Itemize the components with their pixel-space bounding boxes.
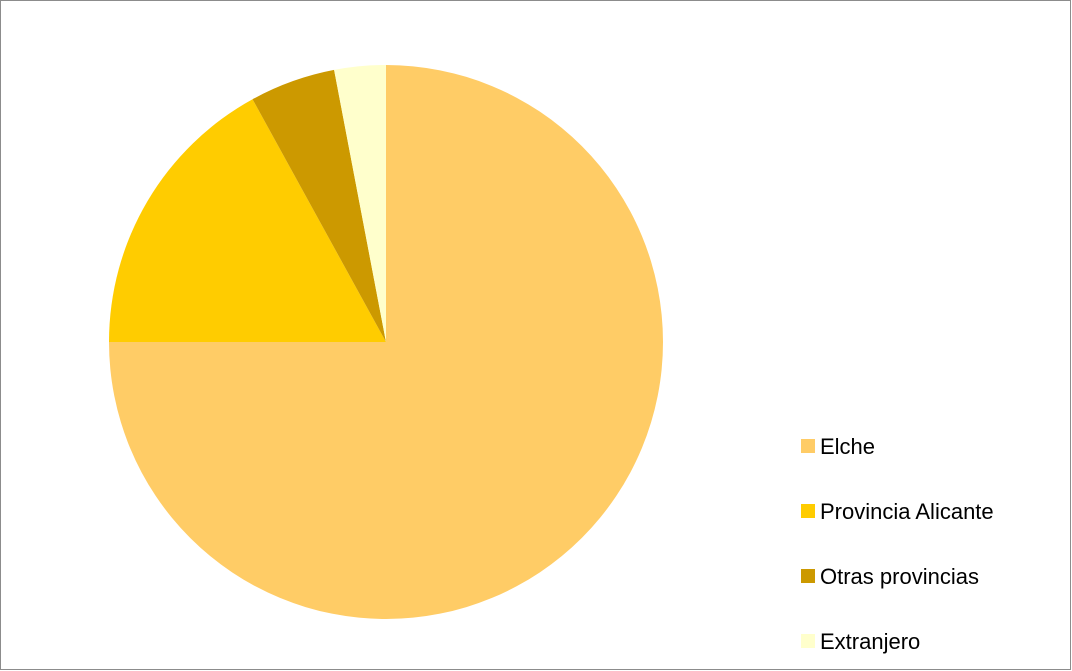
legend: Elche Provincia Alicante Otras provincias E… xyxy=(801,434,994,654)
legend-label: Otras provincias xyxy=(820,564,979,589)
legend-label: Extranjero xyxy=(820,629,920,654)
legend-swatch xyxy=(801,569,815,583)
legend-swatch xyxy=(801,439,815,453)
pie-slice-provincia-alicante xyxy=(109,99,386,342)
pie-slices xyxy=(109,65,663,619)
legend-label: Elche xyxy=(820,434,875,459)
legend-swatch xyxy=(801,504,815,518)
pie-slice-extranjero xyxy=(334,65,386,342)
legend-label: Provincia Alicante xyxy=(820,499,994,524)
pie-slice-otras-provincias xyxy=(252,69,386,342)
legend-swatch xyxy=(801,634,815,648)
